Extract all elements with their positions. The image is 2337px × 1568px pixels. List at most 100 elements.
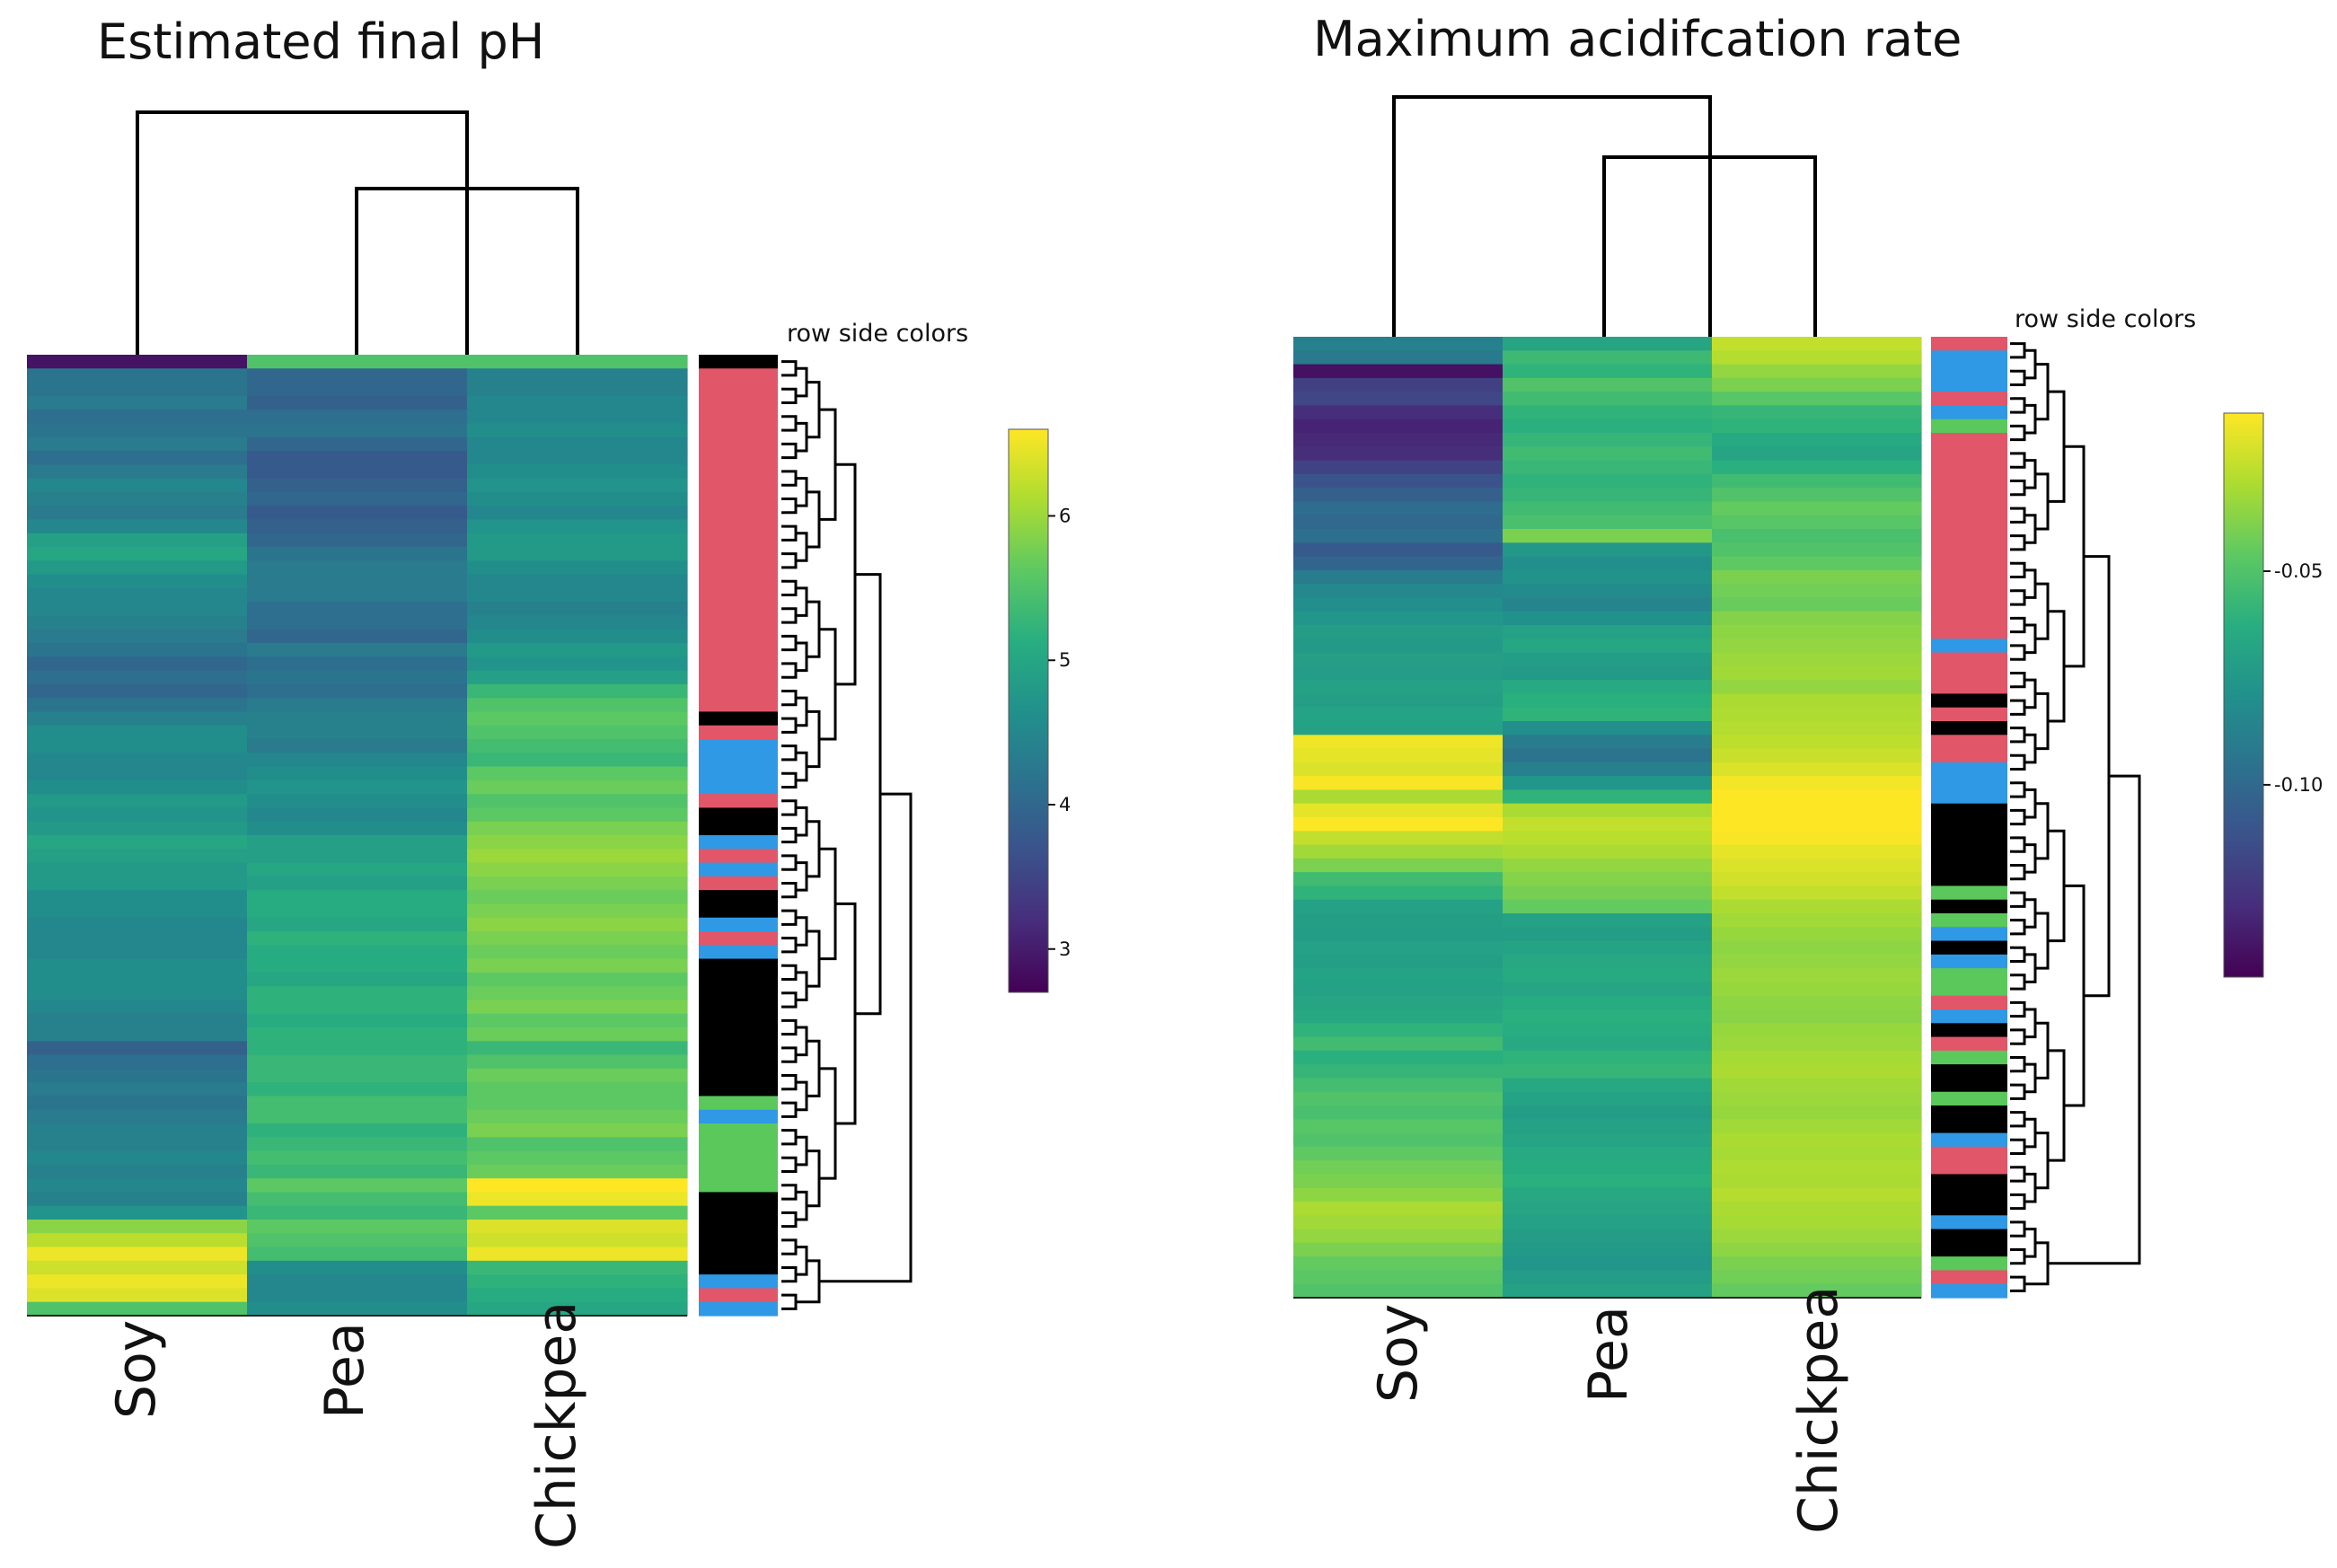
row-dendrogram-link bbox=[819, 408, 837, 521]
heatmap-cell bbox=[247, 656, 468, 672]
heatmap-cell bbox=[1712, 735, 1922, 750]
row-side-color-cell bbox=[1931, 639, 2007, 654]
heatmap-cell bbox=[247, 382, 468, 397]
heatmap-cell bbox=[1293, 1215, 1504, 1230]
heatmap-cell bbox=[247, 1013, 468, 1028]
row-dendrogram-link bbox=[2014, 973, 2026, 991]
heatmap-cell bbox=[1712, 652, 1922, 667]
heatmap-cell bbox=[247, 1068, 468, 1083]
heatmap-cell bbox=[467, 436, 688, 452]
heatmap-cell bbox=[247, 1260, 468, 1275]
row-side-color-cell bbox=[699, 464, 778, 480]
heatmap-cell bbox=[467, 945, 688, 960]
heatmap-cell bbox=[1503, 652, 1713, 667]
heatmap-cell bbox=[467, 821, 688, 836]
row-dendrogram-link bbox=[785, 470, 798, 487]
heatmap-cell bbox=[247, 395, 468, 410]
heatmap-cell bbox=[467, 1192, 688, 1207]
heatmap-cell bbox=[1712, 1132, 1922, 1148]
heatmap-cell bbox=[1503, 1160, 1713, 1176]
row-side-color-cell bbox=[1931, 1242, 2007, 1257]
heatmap-cell bbox=[1293, 721, 1504, 736]
heatmap-cell bbox=[467, 794, 688, 809]
row-dendrogram-link bbox=[2048, 829, 2066, 943]
heatmap-cell bbox=[1503, 584, 1713, 599]
heatmap-cell bbox=[1503, 913, 1713, 928]
row-dendrogram-link bbox=[2084, 555, 2111, 998]
heatmap-cell bbox=[467, 587, 688, 603]
row-side-color-cell bbox=[699, 849, 778, 864]
heatmap-cell bbox=[1503, 721, 1713, 736]
heatmap-cell bbox=[1293, 831, 1504, 846]
heatmap-cell bbox=[1503, 611, 1713, 626]
row-dendrogram-link bbox=[785, 1184, 798, 1201]
row-dendrogram-link bbox=[807, 1150, 821, 1208]
row-dendrogram-link bbox=[785, 579, 798, 596]
heatmap-cell bbox=[1712, 1036, 1922, 1052]
row-dendrogram-link bbox=[796, 421, 808, 453]
heatmap-cell bbox=[27, 464, 248, 480]
heatmap-cell bbox=[467, 1288, 688, 1303]
heatmap-cell bbox=[1293, 446, 1504, 462]
panel-maximum-acidification-rate: Maximum acidifcation rate row side color… bbox=[1293, 11, 2323, 1534]
heatmap-cell bbox=[467, 753, 688, 768]
row-dendrogram-link bbox=[2014, 644, 2026, 661]
heatmap-cell bbox=[1293, 584, 1504, 599]
colorbar bbox=[1008, 428, 1049, 993]
row-side-color-cell bbox=[1931, 968, 2007, 983]
heatmap-cell bbox=[1293, 982, 1504, 997]
heatmap-cell bbox=[247, 410, 468, 425]
row-dendrogram-link bbox=[807, 929, 821, 988]
row-dendrogram-link bbox=[807, 381, 821, 439]
row-side-color-cell bbox=[1931, 954, 2007, 969]
row-side-color-cell bbox=[699, 1220, 778, 1234]
heatmap-cell bbox=[1293, 1283, 1504, 1299]
heatmap-cell bbox=[1712, 982, 1922, 997]
row-dendrogram-link bbox=[2024, 1117, 2037, 1149]
row-dendrogram-link bbox=[2014, 342, 2026, 359]
heatmap-cell bbox=[1293, 337, 1504, 351]
heatmap-cell bbox=[247, 903, 468, 919]
row-side-color-cell bbox=[1931, 803, 2007, 818]
row-side-color-cell bbox=[1931, 1202, 2007, 1216]
row-dendrogram-link bbox=[796, 861, 808, 892]
row-dendrogram-link bbox=[2014, 1220, 2026, 1238]
row-side-color-cell bbox=[699, 945, 778, 960]
heatmap-cell bbox=[1293, 377, 1504, 392]
heatmap-cell bbox=[1503, 735, 1713, 750]
heatmap-cell bbox=[27, 368, 248, 383]
row-dendrogram-link bbox=[2014, 507, 2026, 524]
heatmap-cell bbox=[1293, 364, 1504, 379]
row-side-color-cell bbox=[1931, 1215, 2007, 1230]
heatmap-cell bbox=[1503, 995, 1713, 1010]
heatmap-cell bbox=[1293, 817, 1504, 832]
row-dendrogram-link bbox=[785, 1101, 798, 1118]
row-side-color-cell bbox=[699, 423, 778, 438]
heatmap-cell bbox=[27, 533, 248, 548]
heatmap-cell bbox=[1293, 844, 1504, 859]
row-side-color-cell bbox=[699, 1000, 778, 1015]
heatmap-cell bbox=[1293, 707, 1504, 722]
row-side-color-cell bbox=[1931, 488, 2007, 503]
row-side-color-cell bbox=[1931, 1106, 2007, 1120]
heatmap-cell bbox=[27, 1068, 248, 1083]
row-dendrogram-link bbox=[2014, 1193, 2026, 1211]
heatmap-cell bbox=[467, 1246, 688, 1262]
row-side-color-cell bbox=[699, 1096, 778, 1111]
row-dendrogram-link bbox=[819, 1067, 837, 1180]
row-side-color-cell bbox=[1931, 735, 2007, 750]
column-label-pea: Pea bbox=[1577, 1306, 1640, 1403]
heatmap-cell bbox=[467, 876, 688, 891]
row-side-color-cell bbox=[1931, 872, 2007, 887]
row-dendrogram-link bbox=[2024, 514, 2037, 544]
heatmap-cell bbox=[1293, 693, 1504, 709]
row-side-color-cell bbox=[699, 986, 778, 1001]
heatmap-cell bbox=[247, 1205, 468, 1220]
heatmap-cell bbox=[1503, 488, 1713, 503]
row-dendrogram-link bbox=[2014, 781, 2026, 798]
heatmap-cell bbox=[27, 1013, 248, 1028]
heatmap-cell bbox=[247, 355, 468, 369]
row-side-color-cell bbox=[1931, 625, 2007, 639]
row-side-color-cell bbox=[1931, 1229, 2007, 1244]
row-dendrogram-link bbox=[2035, 912, 2050, 970]
